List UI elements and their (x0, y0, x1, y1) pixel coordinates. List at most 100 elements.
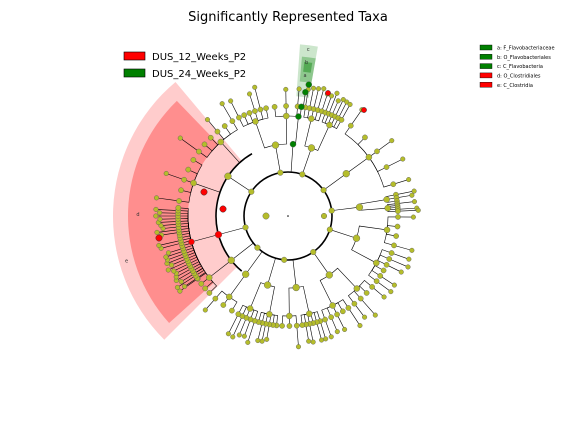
tree-node (329, 302, 336, 309)
tree-node (377, 273, 384, 279)
tree-edge (354, 303, 365, 318)
tree-edge (228, 314, 239, 334)
tree-node (182, 284, 188, 290)
tree-node (255, 338, 261, 344)
tree-edge (346, 156, 370, 174)
tree-node (373, 278, 380, 284)
chart-title: Significantly Represented Taxa (188, 10, 388, 25)
tree-edge (358, 199, 387, 208)
tree-node (373, 259, 380, 267)
tree-node (286, 312, 293, 320)
tree-node (306, 338, 312, 344)
tree-node (271, 141, 280, 149)
tree-node (398, 269, 404, 275)
tree-node (372, 312, 378, 318)
tree-node (395, 208, 401, 215)
tree-edge (391, 252, 409, 260)
tree-node-highlight-red (325, 90, 331, 96)
tree-node (264, 336, 270, 342)
tree-node (406, 256, 412, 262)
tree-edge (165, 250, 184, 258)
tree-edge (304, 118, 312, 149)
tree-node (334, 311, 340, 318)
tree-node (357, 323, 363, 329)
tree-edge (267, 284, 275, 315)
tree-node (329, 93, 335, 99)
tree-node (226, 293, 233, 301)
tree-node (299, 322, 306, 328)
tree-edge (325, 95, 332, 113)
tree-node (389, 138, 395, 144)
tree-node (365, 154, 373, 161)
taxa-legend-label: c: C_Flavobacteria (497, 64, 543, 70)
tree-node (254, 244, 261, 251)
tree-node (302, 89, 309, 96)
tree-edge (313, 88, 319, 110)
tree-edge (168, 260, 188, 271)
clade-letter-d: d (136, 212, 139, 218)
tree-node (289, 140, 297, 148)
tree-edge (360, 298, 376, 316)
tree-node (321, 86, 327, 92)
tree-node (257, 106, 264, 113)
tree-edge (293, 116, 299, 145)
tree-edge (395, 190, 415, 195)
tree-edge (267, 257, 285, 286)
tree-node (411, 188, 417, 194)
tree-node-highlight-red (155, 234, 163, 242)
tree-node (323, 336, 329, 342)
tree-edge (351, 238, 377, 264)
clade-shade-a (303, 61, 313, 73)
tree-edge (386, 158, 403, 168)
tree-node (342, 170, 350, 178)
tree-edge (319, 274, 333, 306)
tree-node (388, 289, 394, 295)
tree-node (153, 213, 159, 219)
tree-edge (305, 324, 309, 342)
tree-edge (397, 201, 415, 204)
tree-edge (368, 157, 387, 172)
tree-node (380, 267, 387, 274)
tree-node (246, 305, 254, 312)
tree-node-highlight-red (219, 205, 227, 213)
tree-edge (376, 140, 392, 152)
tree-node (388, 250, 395, 256)
tree-edge (297, 88, 300, 107)
tree-edge (179, 278, 198, 292)
tree-node (362, 134, 368, 141)
tree-edge (316, 322, 322, 341)
tree-node (165, 250, 171, 256)
tree-node (383, 226, 391, 234)
tree-edge (261, 323, 266, 342)
tree-node (241, 333, 247, 339)
tree-node (157, 210, 163, 216)
tree-edge (275, 116, 288, 146)
tree-edge (393, 245, 412, 251)
tree-node (296, 86, 302, 92)
tree-edge (275, 145, 281, 173)
tree-node (328, 334, 334, 340)
taxa-legend-swatch (479, 81, 493, 88)
tree-node (310, 339, 316, 345)
taxa-legend-label: e: C_Clostridia (497, 83, 533, 89)
tree-edge (329, 229, 357, 239)
tree-node (228, 98, 234, 104)
tree-node (165, 267, 171, 273)
tree-edge (309, 323, 314, 343)
tree-edge (389, 258, 409, 268)
tree-node (176, 198, 182, 204)
tree-edge (156, 229, 179, 233)
tree-edge (296, 325, 299, 347)
tree-edge (161, 242, 182, 249)
tree-node (383, 164, 390, 170)
tree-edge (287, 144, 294, 173)
tree-edge (247, 320, 255, 343)
tree-edge (338, 101, 347, 119)
tree-node (326, 226, 333, 233)
tree-node (263, 105, 269, 112)
taxa-legend-label: a: F_Flavobacteriaceae (497, 46, 555, 52)
tree-node (310, 249, 317, 256)
tree-node (266, 311, 273, 318)
tree-node (308, 115, 315, 122)
